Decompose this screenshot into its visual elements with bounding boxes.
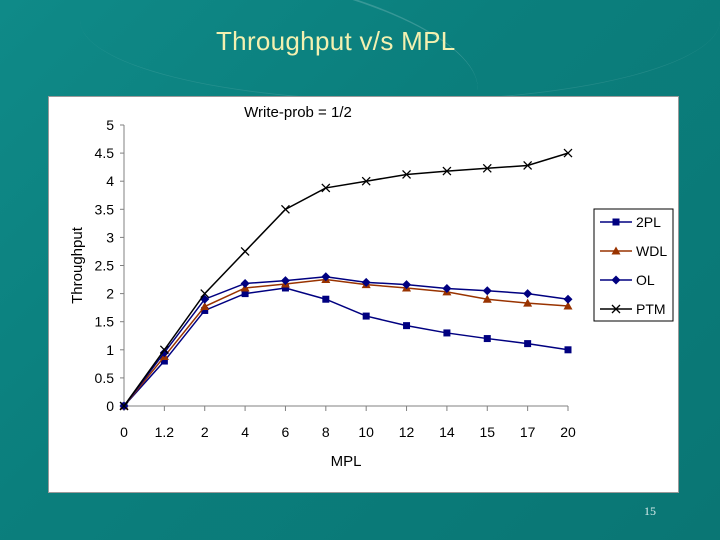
x-tick-label: 8: [322, 424, 330, 440]
data-point-ol: [563, 294, 573, 304]
y-tick-label: 5: [106, 117, 114, 133]
x-tick-label: 4: [241, 424, 249, 440]
y-tick-label: 1: [106, 342, 114, 358]
data-point-ol: [321, 272, 331, 282]
x-axis-label: MPL: [331, 453, 362, 470]
data-point-ptm: [442, 166, 452, 176]
page-number: 15: [644, 504, 656, 518]
legend-marker-ptm: [611, 304, 621, 314]
data-point-ptm: [321, 183, 331, 193]
legend-marker-wdl: [611, 246, 621, 255]
data-point-wdl: [482, 294, 492, 303]
legend-label-wdl: WDL: [636, 243, 667, 259]
series-line-wdl: [123, 278, 569, 407]
data-point-ol: [482, 286, 492, 296]
legend-label-ptm: PTM: [636, 301, 666, 317]
x-tick-label: 17: [520, 424, 536, 440]
data-point-ptm: [240, 246, 250, 256]
data-point-ptm: [482, 163, 492, 173]
y-axis-label: Throughput: [69, 226, 86, 304]
data-point-ptm: [159, 345, 169, 355]
chart-title: Write-prob = 1/2: [244, 104, 352, 121]
series-line-ptm: [123, 152, 569, 407]
x-tick-label: 2: [201, 424, 209, 440]
data-point-ptm: [402, 169, 412, 179]
data-point-ptm: [119, 401, 129, 411]
data-point-ptm: [361, 176, 371, 186]
y-tick-label: 3.5: [95, 201, 115, 217]
data-point-2pl: [524, 340, 532, 348]
data-point-2pl: [443, 329, 451, 337]
x-tick-label: 14: [439, 424, 455, 440]
data-point-2pl: [564, 346, 572, 354]
data-point-ol: [361, 277, 371, 287]
series-line-2pl: [123, 287, 569, 407]
data-point-wdl: [523, 298, 533, 307]
line-chart: Write-prob = 1/2 0 0.5 1 1.5 2 2.5 3 3.5 4 4.5 5 0 1.…: [69, 104, 674, 470]
x-tick-label: 15: [479, 424, 495, 440]
x-tick-label: 10: [358, 424, 374, 440]
y-tick-label: 0: [106, 398, 114, 414]
data-point-ol: [280, 276, 290, 286]
data-point-2pl: [201, 306, 209, 314]
legend-label-2pl: 2PL: [636, 214, 661, 230]
data-point-ptm: [523, 161, 533, 170]
data-point-ptm: [563, 148, 573, 158]
series-line-ol: [123, 275, 569, 407]
data-point-2pl: [281, 284, 289, 292]
data-point-2pl: [160, 357, 168, 365]
data-point-wdl: [563, 301, 573, 310]
y-tick-label: 4: [106, 173, 114, 189]
x-tick-label: 20: [560, 424, 576, 440]
legend-marker-ol: [611, 275, 621, 285]
y-tick-label: 1.5: [95, 314, 115, 330]
y-tick-label: 4.5: [95, 145, 115, 161]
data-point-ol: [402, 280, 412, 290]
x-tick-label: 1.2: [155, 424, 175, 440]
data-point-ptm: [280, 204, 290, 214]
data-point-2pl: [483, 335, 491, 343]
data-point-2pl: [241, 290, 249, 298]
x-tick-label: 0: [120, 424, 128, 440]
data-point-ol: [240, 278, 250, 288]
y-tick-label: 2.5: [95, 258, 115, 274]
legend-marker-2pl: [612, 218, 620, 226]
legend-box: [593, 208, 674, 322]
data-point-ol: [442, 284, 452, 294]
data-point-2pl: [322, 295, 330, 303]
y-tick-label: 0.5: [95, 370, 115, 386]
data-point-ol: [523, 289, 533, 299]
data-point-2pl: [362, 312, 370, 320]
x-tick-label: 12: [399, 424, 415, 440]
data-point-ptm: [200, 289, 210, 299]
chart-panel: Write-prob = 1/2 0 0.5 1 1.5 2 2.5 3 3.5 4 4.5 5 0 1.…: [48, 96, 679, 493]
data-point-wdl: [200, 302, 210, 311]
data-point-ol: [159, 348, 169, 358]
y-tick-label: 3: [106, 229, 114, 245]
y-tick-label: 2: [106, 286, 114, 302]
legend-label-ol: OL: [636, 272, 655, 288]
data-point-2pl: [403, 322, 411, 330]
x-tick-label: 6: [282, 424, 290, 440]
slide-title: Throughput v/s MPL: [216, 26, 456, 56]
